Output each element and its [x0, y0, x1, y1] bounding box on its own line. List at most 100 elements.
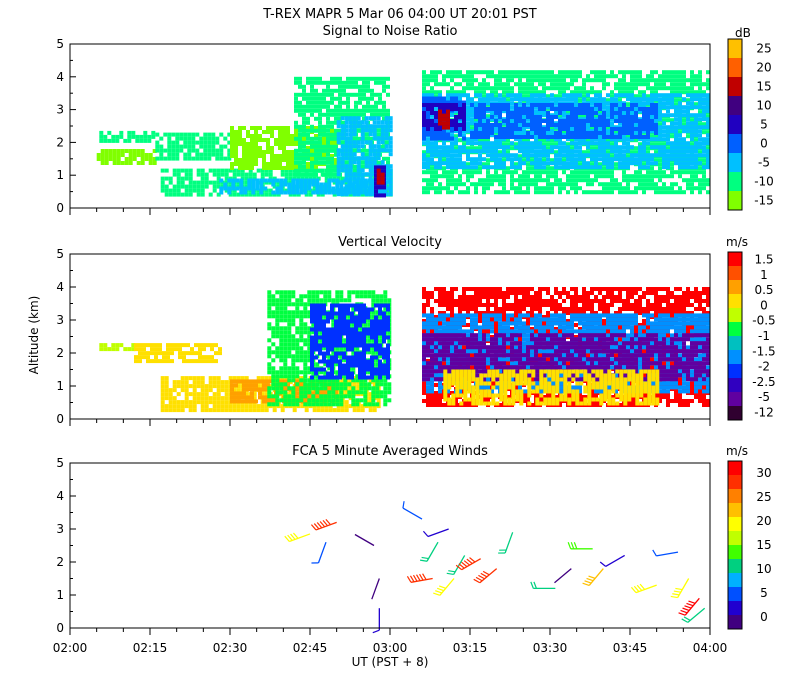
- heatmap-cell: [154, 347, 158, 352]
- heatmap-cell: [534, 86, 538, 91]
- heatmap-cell: [259, 178, 264, 183]
- heatmap-cell: [430, 103, 434, 107]
- figure-title: T-REX MAPR 5 Mar 06 04:00 UT 20:01 PST: [262, 7, 536, 22]
- heatmap-cell: [270, 158, 274, 162]
- heatmap-cell: [646, 157, 650, 162]
- heatmap-cell: [546, 182, 550, 187]
- heatmap-cell: [470, 170, 474, 175]
- heatmap-cell: [366, 80, 370, 85]
- heatmap-cell: [374, 92, 378, 97]
- heatmap-cell: [686, 113, 690, 118]
- heatmap-cell: [146, 351, 150, 356]
- heatmap-cell: [650, 153, 654, 158]
- heatmap-cell: [194, 351, 198, 356]
- heatmap-cell: [154, 359, 158, 364]
- heatmap-cell: [458, 123, 462, 127]
- heatmap-cell: [434, 170, 438, 175]
- heatmap-cell: [422, 161, 426, 166]
- heatmap-cell: [362, 84, 366, 89]
- heatmap-cell: [698, 97, 702, 102]
- heatmap-cell: [530, 119, 534, 123]
- heatmap-cell: [458, 82, 462, 87]
- heatmap-cell: [446, 182, 450, 187]
- heatmap-cell: [558, 137, 562, 142]
- heatmap-cell: [694, 170, 698, 175]
- heatmap-cell: [326, 172, 330, 177]
- heatmap-cell: [384, 180, 389, 185]
- heatmap-cell: [486, 107, 490, 111]
- heatmap-cell: [158, 359, 162, 364]
- heatmap-cell: [364, 184, 369, 189]
- heatmap-cell: [366, 152, 370, 157]
- heatmap-cell: [187, 140, 192, 145]
- heatmap-cell: [310, 158, 314, 162]
- heatmap-cell: [196, 172, 201, 177]
- heatmap-cell: [306, 126, 310, 130]
- heatmap-cell: [618, 190, 622, 195]
- heatmap-cell: [670, 82, 674, 87]
- heatmap-cell: [690, 125, 694, 130]
- heatmap-cell: [363, 186, 368, 191]
- heatmap-cell: [662, 101, 666, 106]
- heatmap-cell: [506, 74, 510, 79]
- heatmap-cell: [550, 93, 554, 98]
- altitude-axis-label: Altitude (km): [27, 296, 41, 375]
- heatmap-cell: [388, 180, 393, 185]
- heatmap-cell: [486, 182, 490, 187]
- heatmap-cell: [422, 78, 426, 83]
- heatmap-cell: [422, 123, 426, 127]
- heatmap-cell: [358, 88, 362, 93]
- heatmap-cell: [378, 128, 382, 133]
- heatmap-cell: [646, 153, 650, 158]
- heatmap-cell: [206, 359, 210, 364]
- heatmap-cell: [306, 108, 310, 113]
- heatmap-cell: [502, 135, 506, 139]
- heatmap-cell: [454, 182, 458, 187]
- heatmap-cell: [352, 132, 357, 137]
- heatmap-cell: [298, 124, 302, 129]
- heatmap-cell: [622, 119, 626, 123]
- heatmap-cell: [302, 124, 306, 129]
- heatmap-cell: [502, 97, 506, 102]
- heatmap-cell: [298, 136, 302, 141]
- heatmap-cell: [275, 190, 280, 195]
- heatmap-cell: [662, 153, 666, 158]
- heatmap-cell: [438, 90, 442, 95]
- heatmap-cell: [446, 174, 450, 179]
- heatmap-cell: [606, 138, 610, 143]
- heatmap-cell: [462, 149, 466, 154]
- heatmap-cell: [346, 96, 350, 101]
- heatmap-cell: [546, 149, 550, 154]
- heatmap-cell: [506, 131, 510, 135]
- heatmap-cell: [326, 140, 330, 145]
- heatmap-cell: [183, 140, 188, 145]
- heatmap-cell: [574, 119, 578, 123]
- heatmap-cell: [454, 127, 458, 131]
- heatmap-cell: [522, 170, 526, 175]
- heatmap-cell: [474, 123, 478, 127]
- heatmap-cell: [558, 186, 562, 191]
- heatmap-cell: [364, 156, 369, 161]
- heatmap-cell: [618, 107, 622, 111]
- heatmap-cell: [522, 141, 526, 146]
- heatmap-cell: [336, 192, 341, 197]
- heatmap-cell: [566, 86, 570, 91]
- heatmap-cell: [494, 129, 498, 134]
- heatmap-cell: [706, 146, 710, 151]
- heatmap-cell: [642, 157, 646, 162]
- heatmap-cell: [494, 90, 498, 95]
- heatmap-cell: [662, 182, 666, 187]
- heatmap-cell: [670, 182, 674, 187]
- heatmap-cell: [642, 162, 646, 167]
- heatmap-cell: [490, 93, 494, 98]
- heatmap-cell: [159, 148, 164, 153]
- heatmap-cell: [179, 144, 184, 149]
- heatmap-cell: [622, 74, 626, 79]
- heatmap-cell: [478, 103, 482, 107]
- heatmap-cell: [334, 164, 338, 169]
- heatmap-cell: [474, 115, 478, 119]
- heatmap-cell: [360, 120, 365, 125]
- heatmap-cell: [362, 112, 366, 117]
- heatmap-cell: [426, 119, 430, 123]
- heatmap-cell: [159, 156, 164, 161]
